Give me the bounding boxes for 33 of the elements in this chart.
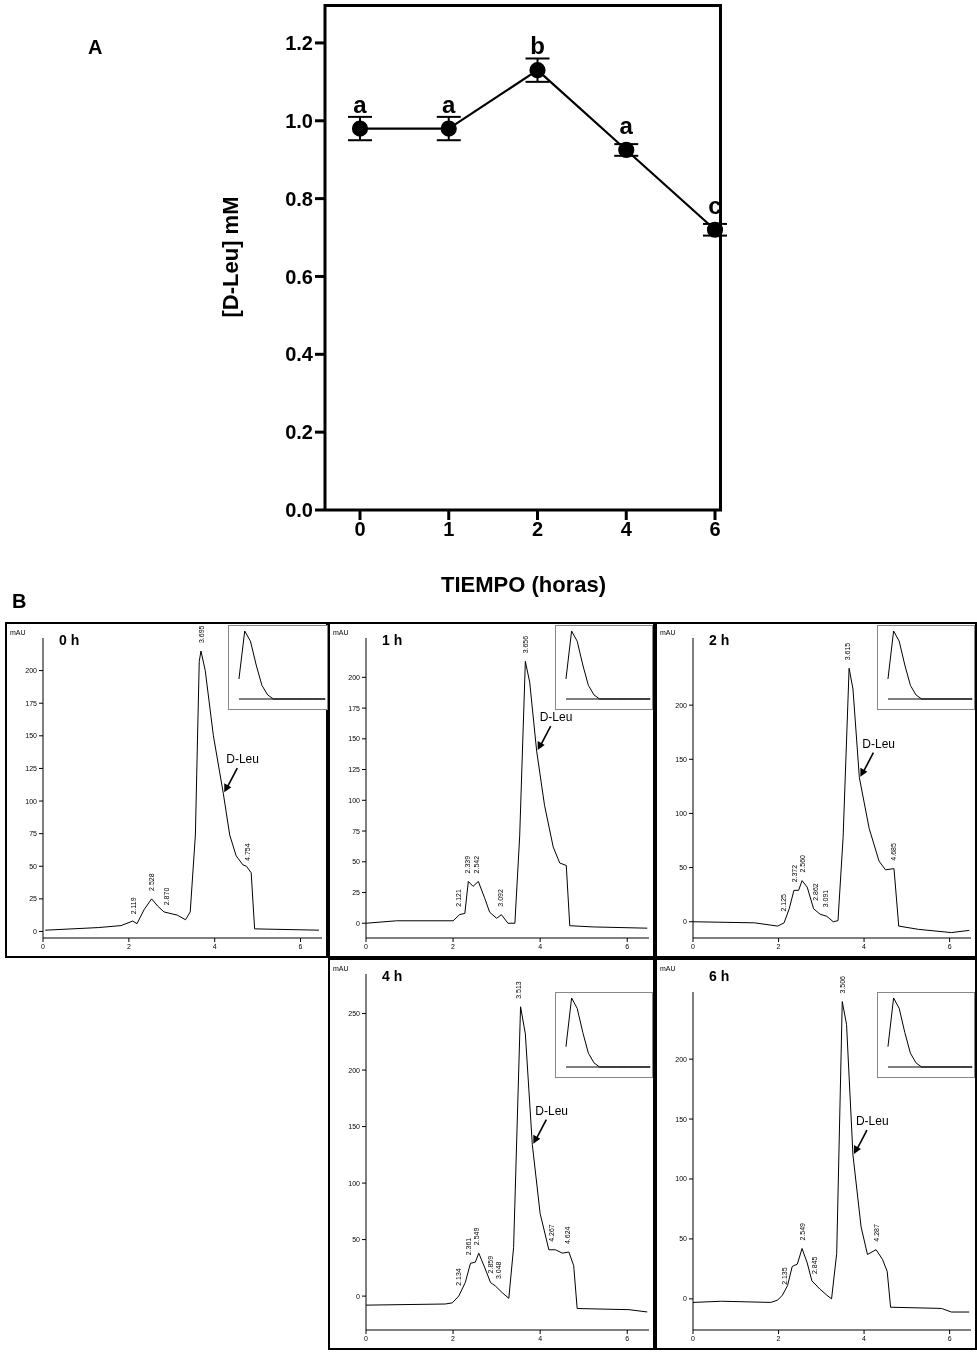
chart-title: 4 h	[382, 968, 403, 984]
y-tick-label: 0.0	[285, 499, 313, 522]
point	[529, 62, 546, 79]
annotation: a	[442, 90, 457, 118]
point	[618, 141, 635, 159]
x-axis-title: TIEMPO (horas)	[440, 572, 607, 597]
annotation: D-Leu	[226, 752, 259, 767]
annotation: D-Leu	[862, 736, 896, 751]
y-tick-label: 0.8	[285, 187, 313, 210]
x-tick-label: 4	[620, 518, 633, 541]
chart-title: 0 h	[59, 632, 80, 648]
annotation: D-Leu	[535, 1103, 568, 1118]
x-tick-label: 1	[443, 518, 455, 541]
chart-title: 6 h	[709, 968, 730, 984]
annotation: D-Leu	[855, 1114, 889, 1129]
point	[351, 120, 369, 137]
chart-title: 2 h	[709, 632, 730, 648]
point	[440, 120, 457, 137]
text: B	[12, 590, 27, 613]
chart-title: 1 h	[382, 632, 403, 648]
text: A	[88, 36, 103, 59]
y-tick-label: 0.4	[285, 343, 314, 366]
annotation: a	[619, 111, 634, 139]
y-axis-title: [D-Leu] mM	[217, 196, 243, 318]
annotation: D-Leu	[539, 710, 573, 725]
y-tick-label: 1.0	[285, 109, 313, 132]
annotation: b	[530, 32, 545, 60]
x-tick-label: 2	[531, 518, 544, 541]
annotation: a	[353, 90, 368, 118]
y-tick-label: 1.2	[285, 32, 313, 55]
y-tick-label: 0.2	[285, 421, 313, 444]
y-tick-label: 0.6	[285, 265, 313, 288]
x-tick-label: 6	[709, 518, 721, 541]
